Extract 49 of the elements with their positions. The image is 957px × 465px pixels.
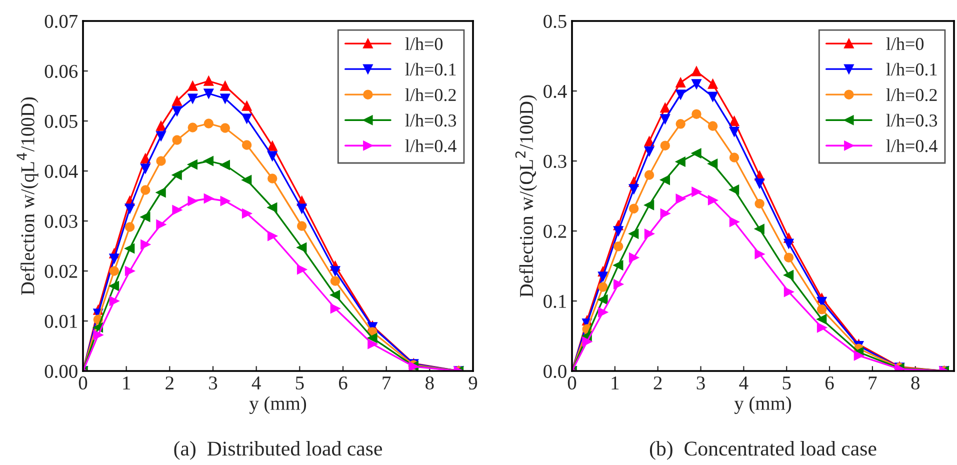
x-tick-label: 1	[123, 376, 130, 390]
x-axis-title: y (mm)	[734, 396, 792, 414]
y-tick-label: 0.0	[544, 364, 566, 378]
y-tick-label: 0.02	[44, 264, 78, 278]
y-axis-title: Deflection w/(qL$^{4}$/100D)	[16, 97, 38, 295]
legend-label: l/h=0.4	[405, 139, 456, 152]
x-tick-label: 0	[78, 376, 88, 390]
x-tick-label: 3	[209, 376, 218, 390]
y-axis-title: Deflection w/(QL$^{2}$/100D)	[515, 95, 537, 298]
legend-label: l/h=0	[405, 37, 443, 50]
x-tick-label: 0	[568, 376, 576, 390]
x-tick-label: 5	[782, 376, 791, 390]
x-tick-label: 6	[826, 376, 834, 390]
x-tick-label: 7	[868, 376, 877, 390]
x-tick-label: 8	[911, 376, 920, 390]
y-tick-label: 0.06	[44, 64, 78, 78]
x-tick-label: 3	[696, 376, 705, 390]
x-tick-label: 2	[654, 376, 662, 390]
legend-label: l/h=0.2	[886, 88, 937, 102]
y-tick-label: 0.05	[44, 114, 78, 128]
legend-label: l/h=0.2	[405, 88, 456, 102]
legend-label: l/h=0.3	[886, 114, 938, 127]
x-tick-label: 4	[739, 376, 748, 390]
text: (b) Concentrated load case	[650, 441, 876, 460]
y-tick-label: 0.01	[44, 314, 77, 328]
y-tick-label: 0.1	[544, 294, 566, 308]
y-tick-label: 0.00	[44, 364, 78, 378]
y-tick-label: 0.07	[44, 14, 78, 28]
y-tick-label: 0.2	[544, 224, 566, 238]
legend-label: l/h=0	[886, 37, 924, 50]
y-tick-label: 0.3	[544, 154, 566, 168]
legend-label: l/h=0.1	[405, 62, 456, 76]
y-tick-label: 0.03	[44, 214, 78, 228]
x-tick-label: 8	[426, 376, 434, 390]
x-tick-label: 5	[296, 376, 304, 390]
x-tick-label: 7	[382, 376, 391, 390]
legend-label: l/h=0.1	[886, 62, 937, 76]
x-tick-label: 6	[338, 376, 348, 390]
x-tick-label: 9	[468, 376, 478, 390]
y-tick-label: 0.04	[44, 164, 78, 178]
x-axis-title: y (mm)	[249, 396, 306, 414]
y-tick-label: 0.4	[544, 84, 567, 98]
x-tick-label: 1	[612, 376, 619, 390]
text: (a) Distributed load case	[174, 441, 382, 460]
x-tick-label: 2	[166, 376, 174, 390]
x-tick-label: 4	[252, 376, 261, 390]
legend-label: l/h=0.3	[405, 114, 456, 127]
legend-label: l/h=0.4	[886, 139, 938, 152]
y-tick-label: 0.5	[544, 14, 566, 28]
